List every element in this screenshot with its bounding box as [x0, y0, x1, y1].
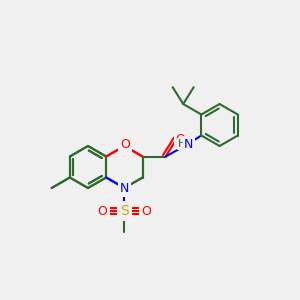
Text: N: N [120, 182, 129, 194]
Text: O: O [98, 205, 107, 218]
Text: O: O [141, 205, 151, 218]
Text: H: H [177, 139, 186, 149]
Text: N: N [184, 137, 193, 151]
Text: O: O [175, 133, 185, 146]
Text: S: S [120, 204, 129, 218]
Text: O: O [121, 137, 130, 151]
